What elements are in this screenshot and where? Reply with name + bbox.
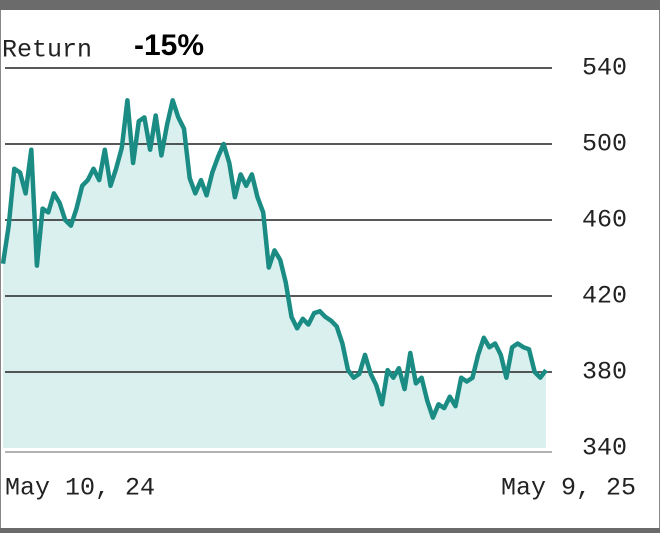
x-tick-label: May 10, 24	[5, 474, 155, 503]
y-tick-label: 340	[582, 434, 627, 463]
y-tick-label: 420	[582, 282, 627, 311]
y-tick-label: 540	[582, 54, 627, 83]
chart-subtitle: -15%	[134, 29, 204, 62]
y-tick-label: 500	[582, 130, 627, 159]
x-tick-label: May 9, 25	[501, 474, 636, 503]
y-tick-label: 460	[582, 206, 627, 235]
line	[0, 98, 548, 420]
plot: 340 380 420 460 500 540 May 10, 24 May 9, 25	[3, 54, 636, 503]
chart-title: Return	[2, 36, 92, 65]
bottom-bar	[0, 528, 660, 533]
area	[3, 100, 546, 449]
top-bar	[0, 0, 660, 10]
y-tick-label: 380	[582, 358, 627, 387]
